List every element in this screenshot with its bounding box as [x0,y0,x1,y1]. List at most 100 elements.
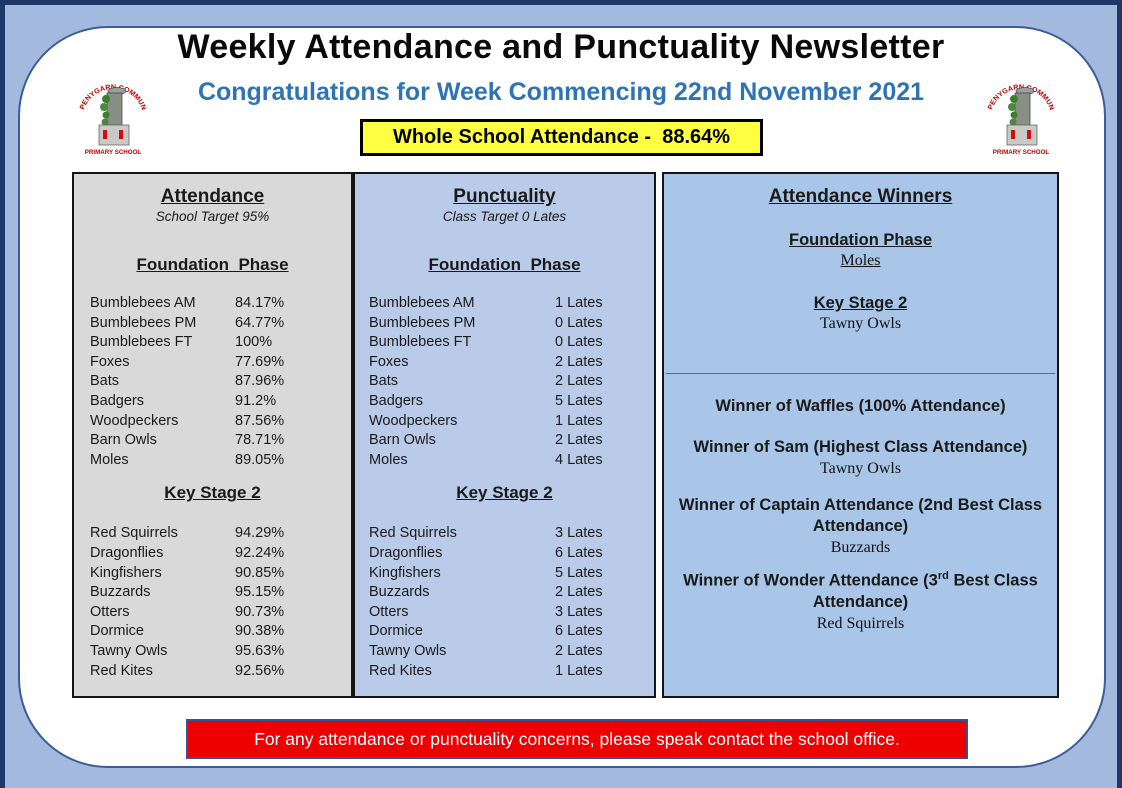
crest-ivy [1008,103,1016,111]
attendance-ks2-rows: Red Squirrels 94.29% Dragonflies 92.24% Ki… [74,524,351,681]
table-row: Dragonflies 92.24% [74,544,351,564]
class-value: 95.63% [235,642,285,659]
class-name: Otters [90,603,130,620]
table-row: Bats 2 Lates [355,372,654,392]
page-subtitle: Congratulations for Week Commencing 22nd… [197,78,925,106]
punctuality-ks2-heading: Key Stage 2 [456,483,553,503]
class-name: Moles [90,451,129,468]
table-row: Red Squirrels 3 Lates [355,524,654,544]
crest-figure [103,130,107,139]
table-row: Bumblebees AM 1 Lates [355,294,654,314]
divider-line: ________________________________________… [665,359,1056,375]
attendance-target: School Target 95% [155,209,270,224]
award-wonder-attendance: Winner of Wonder Attendance (3rd Best Cl… [664,566,1057,634]
class-value: 84.17% [235,295,285,311]
class-name: Kingfishers [369,564,441,581]
punctuality-column: Punctuality Class Target 0 Lates Foundat… [353,172,656,698]
table-row: Barn Owls 2 Lates [355,431,654,451]
punctuality-target: Class Target 0 Lates [442,209,567,224]
class-value: 90.73% [235,603,285,620]
punctuality-foundation-heading: Foundation Phase [428,255,581,274]
crest-figure [119,130,123,139]
crest-figure [1027,130,1031,139]
class-value: 87.96% [235,373,285,390]
class-value: 5 Lates [555,564,603,581]
class-name: Otters [369,603,409,620]
class-value: 6 Lates [555,623,603,640]
award-title: Winner of Captain Attendance (2nd Best C… [678,496,1043,535]
punctuality-foundation-rows: Bumblebees AM 1 Lates Bumblebees PM 0 Late… [355,294,654,470]
class-name: Tawny Owls [90,642,168,659]
class-value: 94.29% [235,525,285,542]
table-row: Otters 90.73% [74,603,351,623]
class-value: 1 Lates [555,412,603,429]
class-value: 92.24% [235,544,285,561]
class-value: 4 Lates [555,451,603,468]
class-name: Woodpeckers [369,412,458,429]
crest-ivy [102,95,110,103]
page-title: Weekly Attendance and Punctuality Newsle… [177,28,945,66]
class-name: Bumblebees PM [90,314,197,331]
class-name: Dragonflies [90,544,164,561]
class-value: 0 Lates [555,334,603,351]
table-row: Buzzards 2 Lates [355,583,654,603]
table-row: Tawny Owls 95.63% [74,642,351,662]
class-name: Foxes [369,353,409,370]
table-row: Dormice 90.38% [74,622,351,642]
class-value: 92.56% [235,662,285,679]
class-value: 3 Lates [555,603,603,620]
crest-ivy [1009,118,1017,126]
table-row: Woodpeckers 87.56% [74,412,351,432]
class-name: Woodpeckers [90,412,179,429]
class-name: Bumblebees FT [90,334,193,351]
award-title-text: Best Class Attendance) [812,571,1038,611]
class-name: Bumblebees FT [369,334,472,351]
class-name: Buzzards [90,584,151,601]
class-name: Tawny Owls [369,642,447,659]
table-row: Red Kites 1 Lates [355,662,654,682]
table-row: Woodpeckers 1 Lates [355,412,654,432]
winners-foundation-winner: Moles [840,252,881,269]
attendance-heading: Attendance [160,186,265,207]
class-value: 78.71% [235,432,285,449]
class-name: Red Kites [90,662,153,679]
table-row: Barn Owls 78.71% [74,431,351,451]
school-logo-left: PENYGARN COMMUNITY PRIMARY SCHOOL [76,72,147,156]
class-name: Bumblebees AM [90,295,196,311]
class-name: Bumblebees PM [369,314,476,331]
table-row: Dragonflies 6 Lates [355,544,654,564]
crest-figure [1011,130,1015,139]
class-value: 3 Lates [555,525,603,542]
class-value: 90.38% [235,623,285,640]
award-winner: Buzzards [830,539,891,556]
class-name: Bats [369,373,399,390]
table-row: Moles 4 Lates [355,451,654,471]
crest-ivy [1010,95,1018,103]
table-row: Tawny Owls 2 Lates [355,642,654,662]
crest-ivy [102,111,110,119]
winners-ks2-heading: Key Stage 2 [813,294,908,312]
table-row: Otters 3 Lates [355,603,654,623]
award-winner: Tawny Owls [819,460,902,477]
table-row: Bumblebees AM 84.17% [74,294,351,314]
table-row: Buzzards 95.15% [74,583,351,603]
class-value: 6 Lates [555,544,603,561]
class-value: 91.2% [235,392,277,409]
table-row: Badgers 91.2% [74,392,351,412]
class-value: 5 Lates [555,392,603,409]
class-value: 95.15% [235,584,285,601]
attendance-foundation-heading: Foundation Phase [136,255,289,274]
class-name: Red Kites [369,662,432,679]
class-name: Dormice [90,623,144,640]
award-winner: Red Squirrels [816,614,905,632]
class-name: Kingfishers [90,564,162,581]
punctuality-ks2-rows: Red Squirrels 3 Lates Dragonflies 6 Lates … [355,524,654,681]
attendance-winners-column: Attendance Winners Foundation Phase Mole… [662,172,1059,698]
award-captain-attendance: Winner of Captain Attendance (2nd Best C… [664,495,1057,558]
class-name: Buzzards [369,584,430,601]
table-row: Badgers 5 Lates [355,392,654,412]
table-row: Bumblebees FT 100% [74,333,351,353]
class-value: 87.56% [235,412,285,429]
class-value: 77.69% [235,353,285,370]
logo-bottom-text: PRIMARY SCHOOL [993,149,1050,156]
